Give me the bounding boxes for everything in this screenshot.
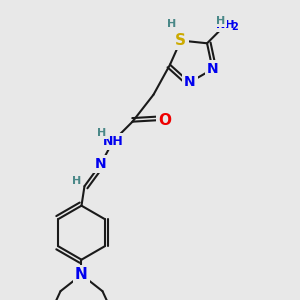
Text: H: H xyxy=(216,16,225,26)
Text: N: N xyxy=(184,75,196,89)
Text: O: O xyxy=(158,113,171,128)
Text: N: N xyxy=(75,267,88,282)
Text: H: H xyxy=(97,128,106,138)
Text: N: N xyxy=(95,157,107,171)
Text: NH: NH xyxy=(216,20,235,30)
Text: N: N xyxy=(207,62,218,76)
Text: S: S xyxy=(175,33,186,48)
Text: NH: NH xyxy=(103,135,123,148)
Text: 2: 2 xyxy=(231,22,238,32)
Text: H: H xyxy=(167,19,176,29)
Text: H: H xyxy=(72,176,82,186)
